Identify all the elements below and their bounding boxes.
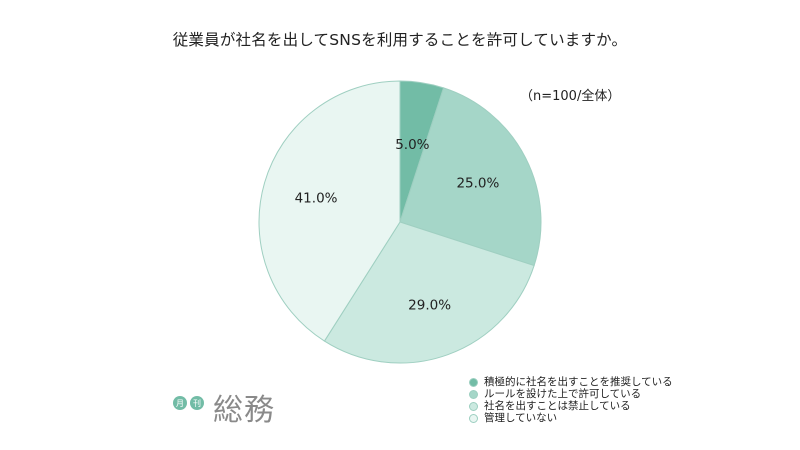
slice-value-label: 41.0% [295, 191, 338, 207]
logo-wordmark: 総務 [213, 393, 275, 428]
legend-item: ルールを設けた上で許可している [469, 388, 673, 400]
logo-badge: 月 [173, 396, 187, 410]
pie-slice [323, 221, 535, 364]
legend-swatch [469, 413, 478, 423]
legend-item: 積極的に社名を出すことを推奨している [469, 376, 673, 388]
legend-label: 積極的に社名を出すことを推奨している [484, 376, 673, 388]
slice-value-label: 25.0% [456, 175, 499, 191]
pie-slice [399, 87, 542, 267]
sample-size-note: （n=100/全体） [520, 89, 621, 104]
legend-label: ルールを設けた上で許可している [484, 388, 642, 400]
legend-label: 管理していない [484, 412, 558, 424]
legend-swatch [469, 401, 478, 411]
logo-badge: 刊 [190, 396, 204, 410]
legend: 積極的に社名を出すことを推奨している ルールを設けた上で許可している 社名を出す… [469, 376, 673, 424]
legend-swatch [469, 377, 478, 387]
legend-item: 管理していない [469, 412, 673, 424]
slice-value-label: 29.0% [408, 297, 451, 313]
legend-label: 社名を出すことは禁止している [484, 400, 631, 412]
legend-item: 社名を出すことは禁止している [469, 400, 673, 412]
legend-swatch [469, 389, 478, 399]
pie-slice [258, 80, 401, 342]
publisher-logo: 月 刊 総務 [173, 381, 275, 428]
chart-title: 従業員が社名を出してSNSを利用することを許可していますか。 [172, 31, 628, 49]
slice-value-label: 5.0% [395, 137, 429, 153]
